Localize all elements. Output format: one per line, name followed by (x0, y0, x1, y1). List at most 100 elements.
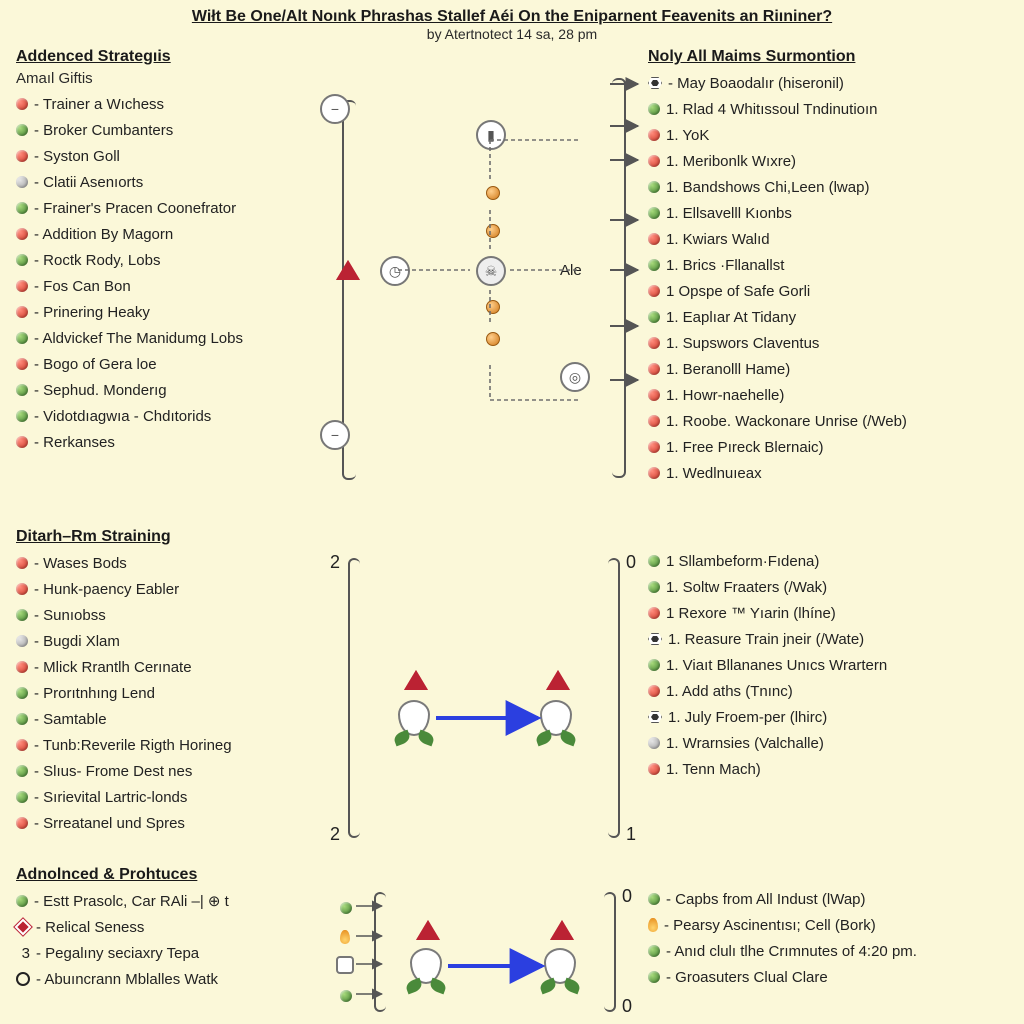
bullet-red-icon (648, 763, 660, 775)
list-item: - Anıd clulı tlhe Crımnutes of 4:20 pm. (648, 938, 1008, 964)
s3-num-br: 0 (622, 996, 632, 1017)
s1-emblem-triangle (330, 252, 366, 288)
s3-row4-extra-icon (340, 990, 352, 1002)
list-item: - Wases Bods (16, 550, 336, 576)
list-item: - Pearsy Ascinentısı; Cell (Bork) (648, 912, 1008, 938)
section1-left-column: Addenced Strategıis Amaıl Giftis - Train… (16, 42, 336, 455)
item-label: - Estt Prasolc, Car RAli –| ⊕ t (34, 894, 229, 909)
section3-left-column: Adnolnced & Prohtuces - Estt Prasolc, Ca… (16, 860, 356, 992)
list-item: 1. Tenn Mach) (648, 756, 1008, 782)
diamond-icon (13, 917, 33, 937)
s1-node-minus-bot: − (320, 420, 350, 450)
s3-row2-extra-icon (340, 930, 350, 944)
list-item: 1. Wrarnsies (Valchalle) (648, 730, 1008, 756)
bullet-green-icon (16, 124, 28, 136)
section2-left-list: - Wases Bods- Hunk-paency Eabler- Sunıob… (16, 550, 336, 836)
list-item: - Srreatanel und Spres (16, 810, 336, 836)
bullet-red-icon (16, 557, 28, 569)
list-item: 1. Brics ·Fllanallst (648, 252, 1008, 278)
bullet-red-icon (648, 415, 660, 427)
bullet-grey-icon (16, 176, 28, 188)
bullet-red-icon (16, 98, 28, 110)
ring-icon (16, 972, 30, 986)
s1-node-center: ◷ (380, 256, 410, 286)
s1-node-minus-top: − (320, 94, 350, 124)
list-item: 1 Opspe of Safe Gorli (648, 278, 1008, 304)
section1-left-heading: Addenced Strategıis (16, 48, 336, 66)
item-label: - Prinering Heaky (34, 305, 150, 320)
s3-bracket-left (374, 892, 386, 1012)
list-item: 1. Kwiars Walıd (648, 226, 1008, 252)
item-label: - Pearsy Ascinentısı; Cell (Bork) (664, 918, 876, 933)
list-item: - Frainer's Pracen Coonefrator (16, 195, 336, 221)
item-label: - Syston Goll (34, 149, 120, 164)
item-label: - Mlick Rrantlh Cerınate (34, 660, 192, 675)
page-subtitle: by Atertnotect 14 sa, 28 pm (0, 26, 1024, 42)
item-label: - Capbs from All Indust (lWap) (666, 892, 866, 907)
s2-bracket-right (608, 558, 620, 838)
list-item: - Groasuters Clual Clare (648, 964, 1008, 990)
item-label: 1. Wrarnsies (Valchalle) (666, 736, 824, 751)
s3-bracket-right (604, 892, 616, 1012)
bullet-red-icon (16, 436, 28, 448)
s3-row1-extra-icon (340, 902, 352, 914)
s2-leaf-left (394, 728, 434, 748)
bullet-red-icon (648, 233, 660, 245)
item-label: - Sephud. Monderıg (34, 383, 167, 398)
list-item: - Fos Can Bon (16, 273, 336, 299)
item-label: - Prorıtnhıng Lend (34, 686, 155, 701)
item-label: - Trainer a Wıchess (34, 97, 164, 112)
bullet-red-icon (16, 306, 28, 318)
item-label: 1. YoK (666, 128, 709, 143)
hex-icon (648, 633, 662, 645)
section2-left-column: Ditarh–Rm Straining - Wases Bods- Hunk-p… (16, 522, 336, 836)
item-label: 1. Roobe. Wackonare Unrise (/Web) (666, 414, 907, 429)
bullet-red-icon (648, 129, 660, 141)
item-label: 1. Ellsavelll Kıonbs (666, 206, 792, 221)
item-label: 1. Eaplıar At Tidany (666, 310, 796, 325)
item-label: - Frainer's Pracen Coonefrator (34, 201, 236, 216)
item-label: - Sunıobss (34, 608, 106, 623)
section3-right-column: - Capbs from All Indust (lWap) - Pearsy A… (648, 886, 1008, 990)
s2-num-tr: 0 (626, 552, 636, 573)
bullet-grey-icon (16, 635, 28, 647)
list-item: - Rerkanses (16, 429, 336, 455)
list-item: - Slıus- Frome Dest nes (16, 758, 336, 784)
list-item: 1. Reasure Train jneir (/Wate) (648, 626, 1008, 652)
list-item: - Vidotdıagwıa - Chdıtorids (16, 403, 336, 429)
s3-tri-left (410, 912, 446, 948)
bullet-green-icon (16, 332, 28, 344)
list-item: - Samtable (16, 706, 336, 732)
item-label: 1. Bandshows Chi,Leen (lwap) (666, 180, 869, 195)
list-item: 3- Pegalıny seciaxry Tepa (16, 940, 356, 966)
section1-left-subheading: Amaıl Giftis (16, 70, 336, 87)
item-label: - Roctk Rody, Lobs (34, 253, 160, 268)
item-label: - Bogo of Gera loe (34, 357, 157, 372)
item-label: - Bugdi Xlam (34, 634, 120, 649)
s3-tri-right (544, 912, 580, 948)
section2-right-list: 1 Sllambeform·Fıdena)1. Soltw Fraaters (… (648, 548, 1008, 782)
item-label: - Samtable (34, 712, 107, 727)
list-item: - Roctk Rody, Lobs (16, 247, 336, 273)
s3-leaf-right (540, 976, 580, 996)
list-item: - Tunb:Reverile Rigth Horineg (16, 732, 336, 758)
s2-leaf-right (536, 728, 576, 748)
s2-arrow (430, 700, 550, 736)
s3-leaf-left (406, 976, 446, 996)
item-label: 1. July Froem-per (lhirc) (668, 710, 827, 725)
item-label: - Anıd clulı tlhe Crımnutes of 4:20 pm. (666, 944, 917, 959)
list-item: - Syston Goll (16, 143, 336, 169)
item-label: - Abuıncrann Mblalles Watk (36, 972, 218, 987)
bullet-red-icon (648, 155, 660, 167)
section1-left-list: - Trainer a Wıchess- Broker Cumbanters- … (16, 91, 336, 455)
bullet-green-icon (16, 765, 28, 777)
bullet-green-icon (16, 895, 28, 907)
s1-node-bot: ◎ (560, 362, 590, 392)
item-label: - Relical Seness (36, 920, 144, 935)
item-label: - Sırievital Lartric-londs (34, 790, 187, 805)
number-3-icon: 3 (16, 946, 30, 961)
list-item: - Trainer a Wıchess (16, 91, 336, 117)
s2-num-bl: 2 (330, 824, 340, 845)
bullet-green-icon (648, 659, 660, 671)
item-label: 1 Rexore ™ Yıarin (lhíne) (666, 606, 836, 621)
